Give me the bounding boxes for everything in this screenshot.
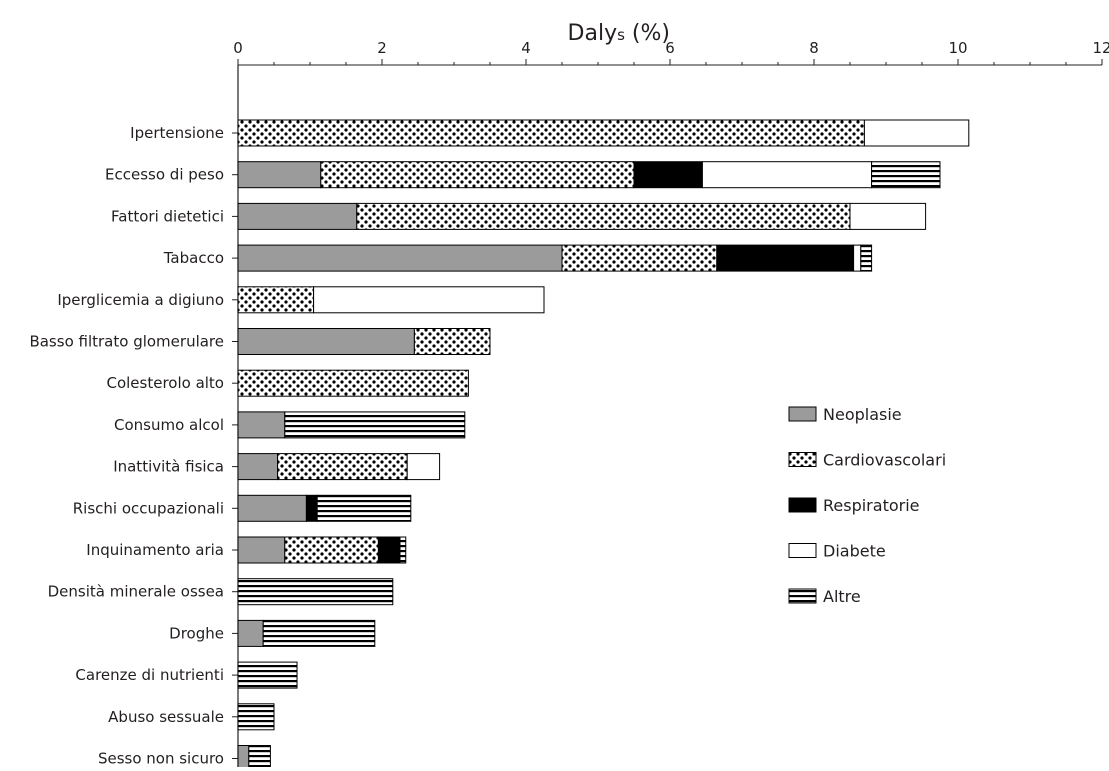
x-tick-label: 8 (809, 39, 819, 57)
bar-segment-abuso-sessuale-altre (237, 703, 275, 731)
x-tick-label: 0 (233, 39, 243, 57)
bar-segment-inquinamento-aria-altre (399, 536, 407, 564)
bar-segment-tabacco-neoplasie (237, 244, 563, 272)
category-label-eccesso-di-peso: Eccesso di peso (105, 166, 224, 184)
bar-segment-fattori-dietetici-diabete (849, 202, 927, 230)
bar-segment-tabacco-diabete (853, 244, 862, 272)
bar-segment-ipertensione-cardiovascolari (237, 119, 865, 147)
x-tick-label: 4 (521, 39, 531, 57)
bar-segment-inquinamento-aria-respiratorie (377, 536, 401, 564)
category-label-droghe: Droghe (169, 624, 224, 642)
bar-segment-fattori-dietetici-cardiovascolari (356, 202, 851, 230)
category-label-carenze-di-nutrienti: Carenze di nutrienti (75, 666, 224, 684)
category-label-inattivita-fisica: Inattività fisica (113, 458, 224, 476)
category-label-densita-minerale-ossea: Densità minerale ossea (48, 583, 224, 601)
x-axis-title-subscript: s (617, 26, 625, 44)
legend-swatch-neoplasie (788, 406, 817, 422)
bar-segment-sesso-non-sicuro-altre (248, 745, 271, 771)
legend-label-cardiovascolari: Cardiovascolari (823, 451, 946, 470)
category-label-tabacco: Tabacco (163, 249, 224, 267)
bar-segment-eccesso-di-peso-cardiovascolari (320, 161, 635, 189)
category-label-abuso-sessuale: Abuso sessuale (108, 708, 224, 726)
bar-segment-consumo-alcol-neoplasie (237, 411, 286, 439)
bar-segment-carenze-di-nutrienti-altre (237, 661, 298, 689)
bar-segment-droghe-neoplasie (237, 619, 264, 647)
x-tick-label: 12 (1092, 39, 1109, 57)
bar-segment-inquinamento-aria-cardiovascolari (284, 536, 379, 564)
bar-segment-consumo-alcol-altre (284, 411, 466, 439)
category-label-inquinamento-aria: Inquinamento aria (86, 541, 224, 559)
x-axis-title-main: Daly (568, 21, 618, 46)
x-axis-title: Dalys (%) (568, 21, 670, 46)
x-axis-title-unit: (%) (625, 21, 670, 46)
bar-segment-eccesso-di-peso-diabete (701, 161, 873, 189)
bar-segment-tabacco-altre (860, 244, 873, 272)
bar-segment-rischi-occupazionali-neoplasie (237, 494, 307, 522)
bar-segment-fattori-dietetici-neoplasie (237, 202, 358, 230)
bar-segment-rischi-occupazionali-altre (316, 494, 412, 522)
bar-segment-eccesso-di-peso-neoplasie (237, 161, 322, 189)
legend: Neoplasie Cardiovascolari Respiratorie Diab… (788, 405, 946, 606)
legend-label-respiratorie: Respiratorie (823, 496, 920, 515)
legend-label-neoplasie: Neoplasie (823, 405, 902, 424)
bar-segment-tabacco-respiratorie (716, 244, 855, 272)
bar-segment-inattivita-fisica-cardiovascolari (277, 453, 408, 481)
bar-segment-inquinamento-aria-neoplasie (237, 536, 286, 564)
category-label-iperglicemia-a-digiuno: Iperglicemia a digiuno (57, 291, 224, 309)
bar-segment-rischi-occupazionali-respiratorie (305, 494, 318, 522)
x-tick-label: 2 (377, 39, 387, 57)
category-labels: Ipertensione Eccesso di peso Fattori diete… (29, 124, 224, 768)
legend-label-altre: Altre (823, 587, 861, 606)
bar-segment-iperglicemia-a-digiuno-cardiovascolari (237, 286, 315, 314)
x-tick-label: 10 (948, 39, 967, 57)
bar-segment-ipertensione-diabete (863, 119, 970, 147)
bar-segment-inattivita-fisica-neoplasie (237, 453, 279, 481)
bar-segment-inattivita-fisica-diabete (406, 453, 441, 481)
bar-segment-sesso-non-sicuro-neoplasie (237, 745, 250, 771)
legend-swatch-cardiovascolari (788, 452, 817, 467)
x-tick-label: 6 (665, 39, 675, 57)
bar-segment-basso-filtrato-glomerulare-cardiovascolari (413, 328, 491, 355)
bar-segment-eccesso-di-peso-respiratorie (633, 161, 703, 189)
category-label-fattori-dietetici: Fattori dietetici (111, 207, 224, 225)
bars (237, 119, 970, 771)
bar-segment-densita-minerale-ossea-altre (237, 578, 394, 606)
category-label-ipertensione: Ipertensione (130, 124, 224, 142)
bar-segment-basso-filtrato-glomerulare-neoplasie (237, 328, 415, 355)
category-label-basso-filtrato-glomerulare: Basso filtrato glomerulare (29, 333, 224, 351)
category-label-rischi-occupazionali: Rischi occupazionali (73, 499, 224, 517)
category-label-sesso-non-sicuro: Sesso non sicuro (98, 750, 224, 768)
legend-label-diabete: Diabete (823, 542, 886, 561)
svg-text:Dalys (%): Dalys (%) (568, 21, 670, 46)
category-label-consumo-alcol: Consumo alcol (114, 416, 224, 434)
legend-swatch-diabete (788, 543, 817, 558)
legend-swatch-respiratorie (788, 497, 817, 513)
legend-swatch-altre (788, 588, 817, 604)
bar-segment-iperglicemia-a-digiuno-diabete (313, 286, 545, 314)
bar-segment-colesterolo-alto-cardiovascolari (237, 369, 469, 397)
x-axis: 0 2 4 6 8 10 12 (232, 39, 1109, 767)
bar-segment-tabacco-cardiovascolari (561, 244, 718, 272)
bar-segment-eccesso-di-peso-altre (871, 161, 941, 189)
bar-segment-droghe-altre (262, 619, 376, 647)
category-label-colesterolo-alto: Colesterolo alto (106, 374, 224, 392)
